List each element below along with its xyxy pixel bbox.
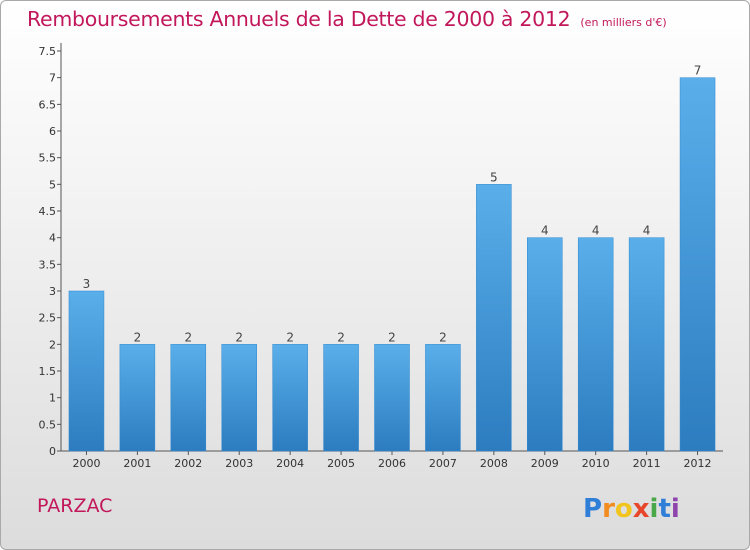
commune-name: PARZAC bbox=[37, 495, 113, 517]
y-tick-label: 0.5 bbox=[39, 418, 57, 431]
bar-value-label: 2 bbox=[439, 330, 447, 344]
x-tick-label: 2005 bbox=[327, 457, 355, 470]
bar-value-label: 7 bbox=[694, 64, 702, 78]
x-tick-label: 2009 bbox=[531, 457, 559, 470]
y-tick-label: 3 bbox=[49, 285, 56, 298]
x-tick-label: 2011 bbox=[633, 457, 661, 470]
bar bbox=[476, 184, 512, 452]
bar-value-label: 4 bbox=[592, 224, 600, 238]
bar-value-label: 2 bbox=[134, 330, 142, 344]
y-tick-label: 1.5 bbox=[39, 365, 57, 378]
y-tick-label: 5 bbox=[49, 178, 56, 191]
bar-value-label: 2 bbox=[286, 330, 294, 344]
y-tick-label: 6.5 bbox=[39, 98, 57, 111]
bar bbox=[527, 237, 563, 452]
bar-value-label: 2 bbox=[235, 330, 243, 344]
proxiti-logo-mark: Proxiti bbox=[583, 494, 680, 524]
x-tick-label: 2006 bbox=[378, 457, 406, 470]
y-tick-label: 7.5 bbox=[39, 45, 57, 58]
y-tick-label: 0 bbox=[49, 445, 56, 458]
bar bbox=[577, 237, 614, 452]
y-tick-label: 7 bbox=[49, 72, 56, 85]
chart-title: Remboursements Annuels de la Dette de 20… bbox=[27, 7, 571, 31]
bar bbox=[323, 344, 359, 452]
x-tick-label: 2007 bbox=[429, 457, 457, 470]
bar bbox=[119, 344, 156, 452]
bar bbox=[679, 77, 716, 452]
y-tick-label: 2 bbox=[49, 338, 56, 351]
bar-value-label: 5 bbox=[490, 170, 498, 184]
y-tick-label: 3.5 bbox=[39, 258, 57, 271]
chart-title-row: Remboursements Annuels de la Dette de 20… bbox=[27, 7, 667, 31]
x-tick-label: 2010 bbox=[582, 457, 610, 470]
bar-value-label: 4 bbox=[643, 224, 651, 238]
bar-value-label: 3 bbox=[83, 277, 91, 291]
x-tick-label: 2002 bbox=[174, 457, 202, 470]
x-tick-label: 2003 bbox=[225, 457, 253, 470]
x-tick-label: 2004 bbox=[276, 457, 304, 470]
y-tick-label: 2.5 bbox=[39, 312, 57, 325]
bar bbox=[68, 290, 105, 452]
x-tick-label: 2001 bbox=[123, 457, 151, 470]
y-tick-label: 5.5 bbox=[39, 152, 57, 165]
y-tick-label: 1 bbox=[49, 392, 56, 405]
bar bbox=[221, 344, 257, 452]
proxiti-logo: Proxiti bbox=[581, 491, 691, 531]
y-tick-label: 4.5 bbox=[39, 205, 57, 218]
y-tick-label: 4 bbox=[49, 232, 56, 245]
bar bbox=[374, 344, 410, 452]
bar bbox=[628, 237, 665, 452]
bar bbox=[272, 344, 308, 452]
y-tick-label: 6 bbox=[49, 125, 56, 138]
x-tick-label: 2000 bbox=[72, 457, 100, 470]
bar-value-label: 2 bbox=[337, 330, 345, 344]
bar-value-label: 2 bbox=[388, 330, 396, 344]
bar bbox=[170, 344, 207, 452]
bar-value-label: 4 bbox=[541, 224, 549, 238]
x-tick-label: 2012 bbox=[684, 457, 712, 470]
bar bbox=[425, 344, 461, 452]
chart-unit: (en milliers d'€) bbox=[580, 16, 667, 29]
x-tick-label: 2008 bbox=[480, 457, 508, 470]
svg-text:Proxiti: Proxiti bbox=[583, 494, 680, 524]
bar-value-label: 2 bbox=[184, 330, 192, 344]
